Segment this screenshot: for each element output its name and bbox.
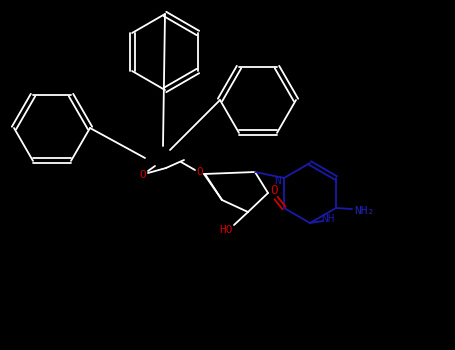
Text: O: O <box>197 167 203 177</box>
Text: O: O <box>270 183 278 196</box>
Text: HO: HO <box>219 225 233 235</box>
Text: NH: NH <box>321 214 335 224</box>
Text: NH₂: NH₂ <box>354 206 374 216</box>
Text: N: N <box>275 176 281 186</box>
Text: O: O <box>140 170 147 180</box>
